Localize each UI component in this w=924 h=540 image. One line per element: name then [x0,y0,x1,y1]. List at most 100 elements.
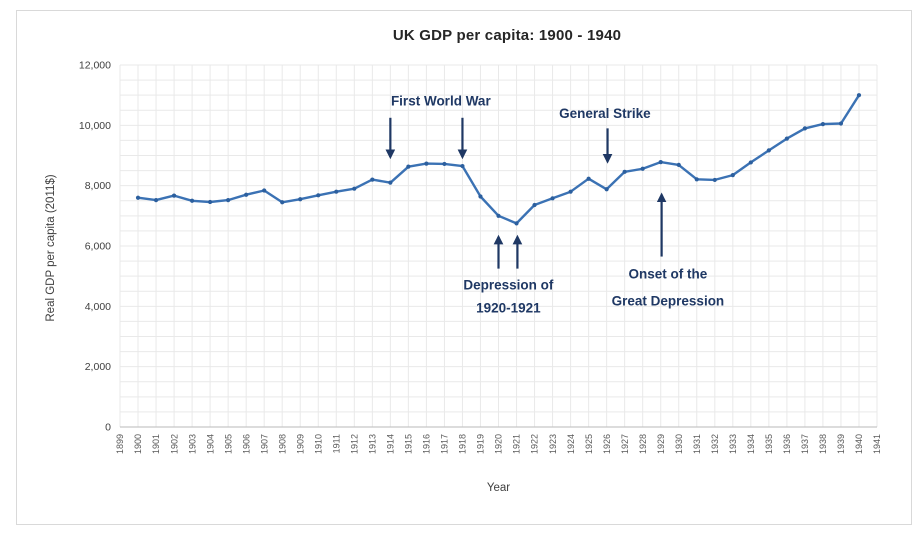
x-tick-label: 1911 [331,434,341,453]
data-point-1934 [748,160,753,165]
x-tick-label: 1926 [602,434,612,454]
data-point-1908 [280,200,285,205]
data-point-1907 [262,188,267,193]
x-tick-label: 1940 [854,434,864,454]
data-point-1915 [406,164,411,169]
x-tick-label: 1904 [205,434,215,454]
data-point-1925 [586,176,591,181]
x-tick-label: 1937 [800,434,810,454]
x-tick-label: 1939 [836,434,846,454]
x-axis-title: Year [486,482,511,494]
depression-1920-1921-label: Depression of [463,277,554,292]
x-tick-label: 1916 [422,434,432,454]
y-tick-label: 6,000 [85,241,111,253]
data-point-1911 [334,189,339,194]
x-tick-label: 1918 [458,434,468,454]
x-tick-label: 1913 [368,434,378,454]
data-point-1913 [370,177,375,182]
data-point-1914 [388,180,393,185]
data-point-1929 [658,160,663,165]
general-strike-label: General Strike [559,106,651,121]
x-tick-label: 1906 [241,434,251,454]
y-tick-label: 0 [105,422,111,434]
x-tick-label: 1900 [133,434,143,454]
data-point-1918 [460,163,465,169]
data-point-1922 [532,202,537,208]
x-tick-label: 1938 [818,434,828,454]
data-point-1910 [316,193,321,198]
x-tick-label: 1924 [566,434,576,454]
y-tick-label: 12,000 [79,60,111,72]
data-point-1900 [135,195,141,200]
x-tick-label: 1932 [710,434,720,454]
y-tick-label: 10,000 [79,120,111,132]
x-tick-label: 1941 [872,434,882,454]
x-tick-label: 1925 [584,434,594,454]
data-point-1909 [298,197,303,202]
x-tick-label: 1908 [277,434,287,454]
x-tick-label: 1927 [620,434,630,454]
x-tick-label: 1928 [638,434,648,454]
x-tick-label: 1929 [656,434,666,454]
data-point-1919 [478,194,483,199]
x-tick-label: 1923 [548,434,558,454]
data-point-1926 [604,187,609,192]
x-tick-label: 1905 [223,434,233,454]
x-tick-label: 1902 [169,434,179,454]
chart-frame [16,10,912,525]
data-point-1916 [424,161,429,166]
data-point-1906 [244,192,249,197]
x-tick-label: 1903 [187,434,197,454]
data-point-1912 [352,186,357,191]
data-point-1937 [802,126,808,131]
data-point-1923 [550,196,555,201]
first-world-war-label: First World War [391,94,492,109]
data-point-1940 [856,93,862,98]
x-tick-label: 1922 [530,434,540,454]
onset-great-depression-label: Great Depression [612,294,725,309]
x-tick-label: 1936 [782,434,792,454]
data-point-1936 [784,136,789,141]
x-tick-label: 1933 [728,434,738,454]
data-point-1902 [171,193,177,198]
x-tick-label: 1920 [494,434,504,454]
x-tick-label: 1935 [764,434,774,454]
onset-great-depression-label: Onset of the [629,267,708,282]
data-point-1939 [838,121,844,126]
x-tick-label: 1931 [692,434,702,454]
data-point-1933 [730,173,735,178]
x-tick-label: 1907 [259,434,269,454]
data-point-1921 [514,221,519,226]
data-point-1927 [622,169,627,174]
x-tick-label: 1934 [746,434,756,454]
data-point-1901 [153,198,159,203]
x-tick-label: 1899 [115,434,125,454]
x-tick-label: 1912 [350,434,360,454]
depression-1920-1921-label: 1920-1921 [476,300,541,315]
data-point-1932 [712,177,717,183]
y-tick-label: 4,000 [85,301,111,313]
data-point-1930 [676,162,681,167]
data-point-1903 [189,198,195,203]
x-tick-label: 1914 [386,434,396,454]
y-tick-label: 2,000 [85,361,111,373]
data-point-1905 [226,198,231,203]
x-tick-label: 1917 [440,434,450,454]
x-tick-label: 1901 [151,434,161,454]
data-point-1924 [568,189,573,194]
x-tick-label: 1919 [476,434,486,454]
data-point-1935 [766,148,771,153]
y-tick-label: 8,000 [85,180,111,192]
x-tick-label: 1921 [512,434,522,454]
data-point-1917 [442,161,447,167]
data-point-1904 [208,199,213,205]
x-tick-label: 1910 [313,434,323,454]
data-point-1938 [820,122,826,127]
x-tick-label: 1930 [674,434,684,454]
data-point-1928 [640,166,645,171]
x-tick-label: 1915 [404,434,414,454]
data-point-1920 [496,213,501,218]
data-point-1931 [694,177,699,182]
